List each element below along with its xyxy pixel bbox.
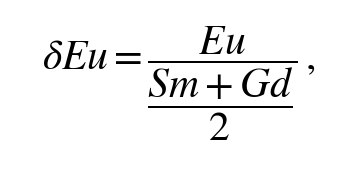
Text: $\mathit{\delta Eu} = \dfrac{\mathit{Eu}}{\dfrac{\mathit{Sm + Gd}}{\mathit{2}}}\: $\mathit{\delta Eu} = \dfrac{\mathit{Eu}… (42, 25, 315, 143)
